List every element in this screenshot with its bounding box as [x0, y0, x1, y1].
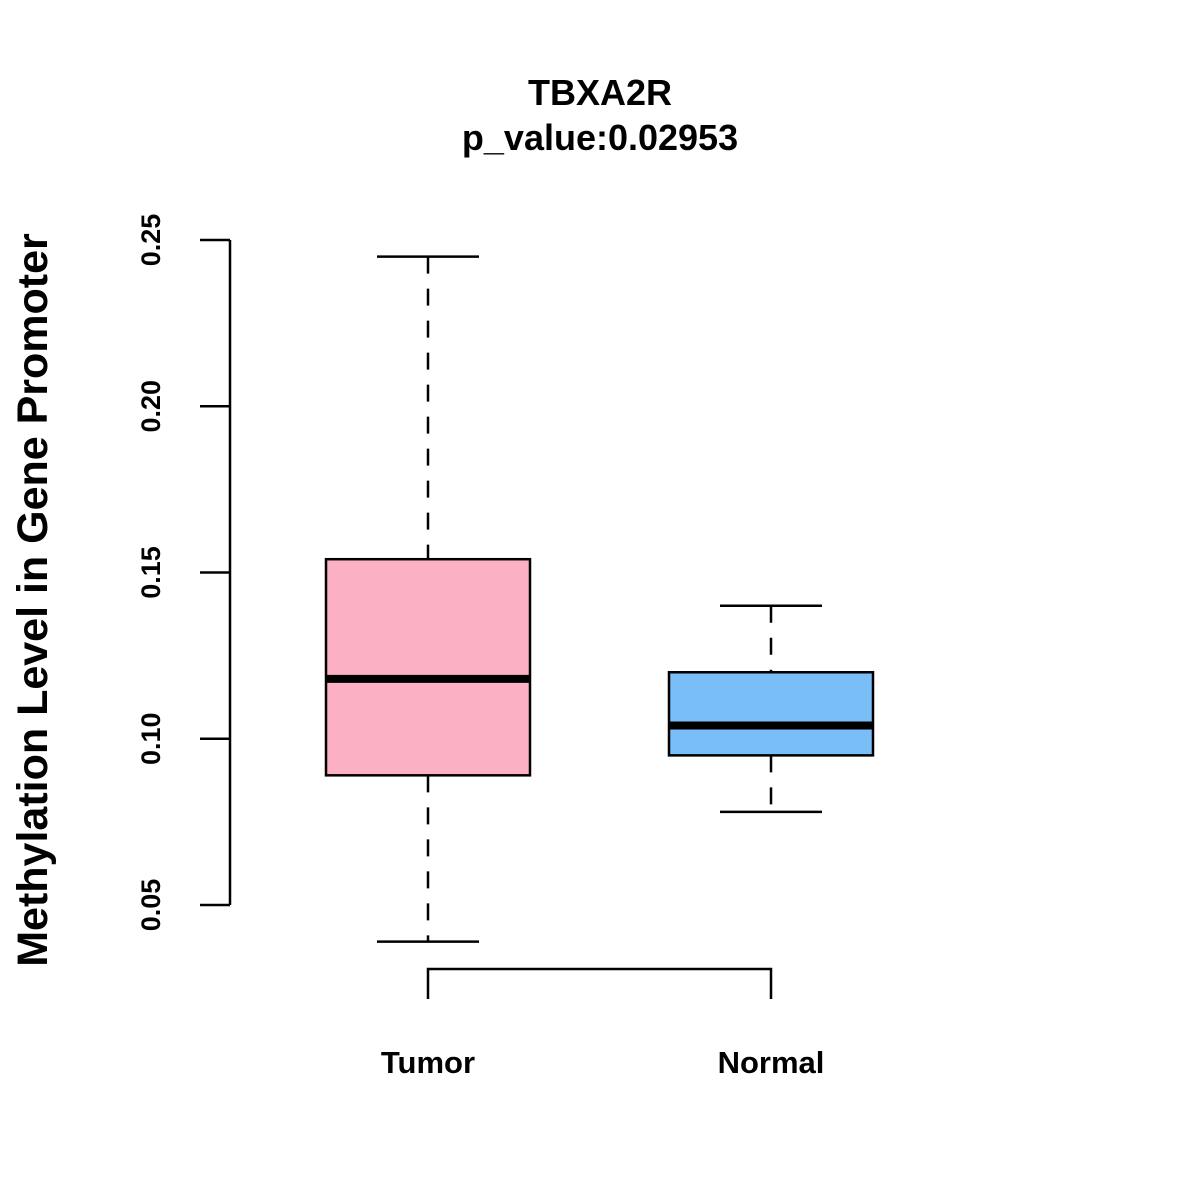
chart-title: TBXA2R	[528, 72, 672, 113]
comparison-bracket	[426, 967, 773, 999]
box-normal	[667, 604, 875, 814]
y-tick-label: 0.25	[136, 214, 166, 267]
y-axis: 0.05 0.10 0.15 0.20 0.25	[136, 214, 232, 932]
chart-subtitle: p_value:0.02953	[462, 117, 738, 158]
y-tick-label: 0.20	[136, 380, 166, 433]
boxes-group	[324, 255, 875, 943]
y-axis-label: Methylation Level in Gene Promoter	[9, 233, 57, 967]
x-category-label-normal: Normal	[718, 1045, 825, 1080]
iqr-box	[324, 557, 532, 777]
x-category-label-tumor: Tumor	[381, 1045, 475, 1080]
y-tick-label: 0.15	[136, 546, 166, 599]
box-tumor	[324, 255, 532, 943]
x-category-labels: Tumor Normal	[381, 1045, 824, 1080]
comparison-bracket-group	[426, 967, 773, 999]
iqr-box	[667, 671, 875, 757]
y-tick-label: 0.10	[136, 712, 166, 765]
y-tick-label: 0.05	[136, 879, 166, 932]
